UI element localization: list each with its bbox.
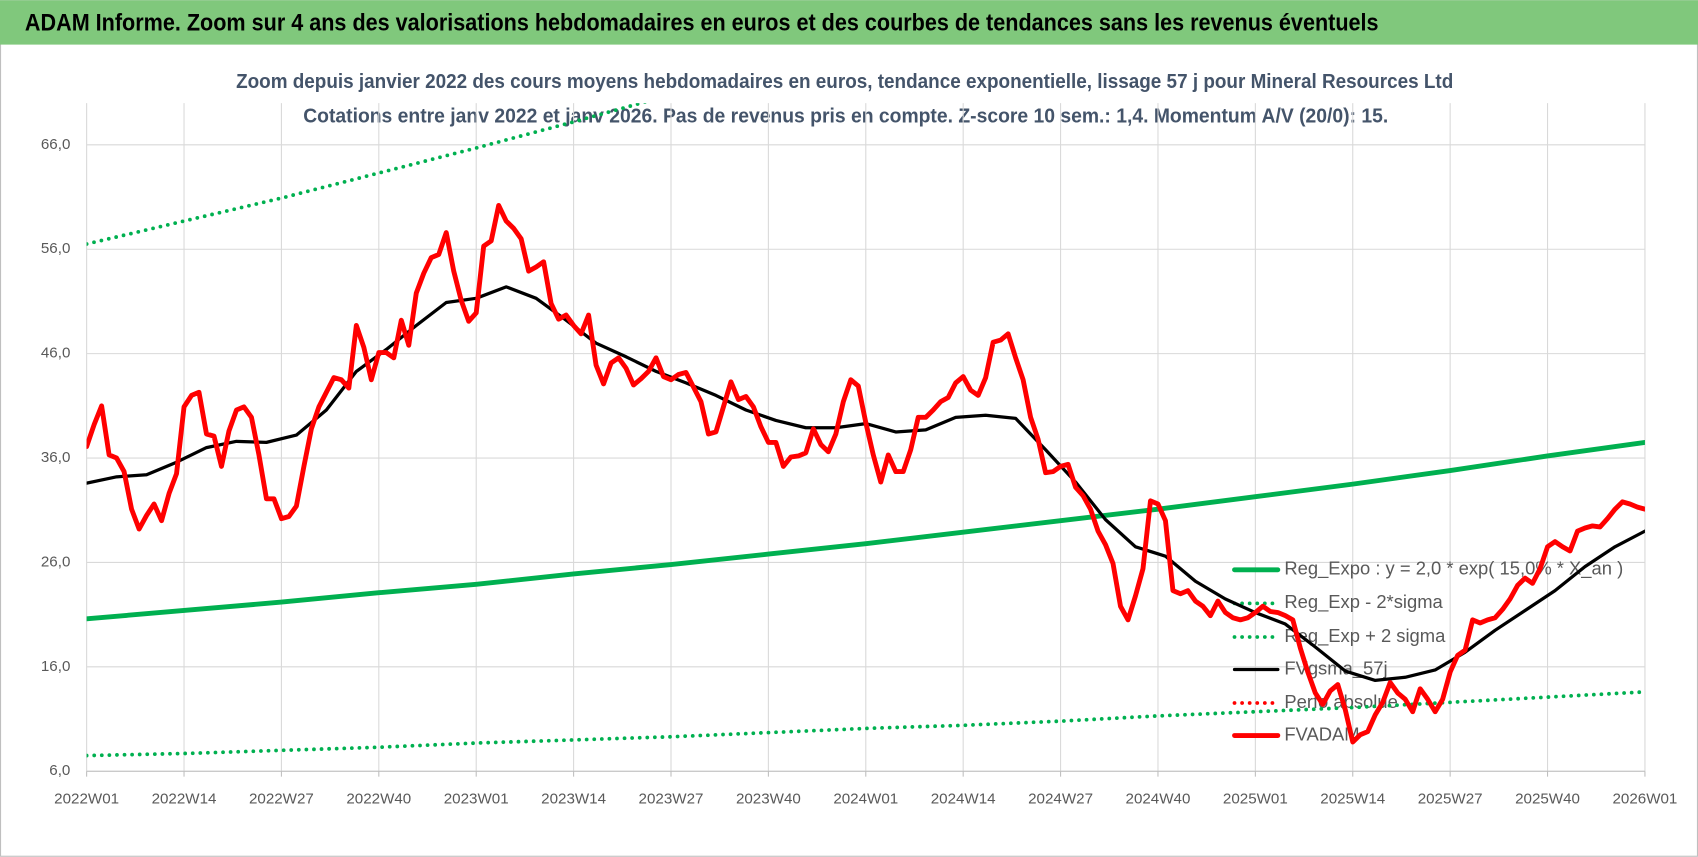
series-line [86, 690, 1645, 758]
header-title: ADAM Informe. Zoom sur 4 ans des valoris… [25, 9, 1379, 36]
series-line [86, 202, 1645, 745]
grid [86, 103, 1646, 772]
x-tick-label: 2024W14 [931, 790, 996, 807]
x-tick-label: 2022W40 [346, 790, 411, 807]
x-tick-label: 2024W01 [833, 790, 898, 807]
x-tick-label: 2022W27 [249, 790, 314, 807]
x-tick-label: 2023W27 [639, 790, 704, 807]
x-tick-label: 2023W01 [444, 790, 509, 807]
x-tick-label: 2022W14 [152, 790, 217, 807]
y-tick-label: 46,0 [41, 345, 71, 362]
x-tick-label: 2025W01 [1223, 790, 1288, 807]
series-line [86, 439, 1645, 622]
legend-label: Reg_Exp - 2*sigma [1284, 591, 1443, 613]
x-tick-label: 2025W14 [1320, 790, 1385, 807]
x-tick-label: 2023W14 [541, 790, 606, 807]
chart-title: Zoom depuis janvier 2022 des cours moyen… [236, 70, 1453, 93]
header-bar [0, 0, 1698, 45]
y-tick-label: 26,0 [41, 553, 71, 570]
legend-label: FVgsma_57j [1284, 657, 1387, 679]
x-tick-label: 2025W27 [1418, 790, 1483, 807]
series-group [86, 103, 1645, 758]
legend-label: FVADAM [1284, 723, 1359, 744]
x-tick-label: 2024W27 [1028, 790, 1093, 807]
axes: 6,0 16,0 26,0 36,0 46,0 56,0 66,0 2022W01 2022W1… [41, 136, 1677, 808]
x-tick-label: 2024W40 [1126, 790, 1191, 807]
y-tick-label: 16,0 [41, 658, 71, 675]
y-tick-label: 66,0 [41, 136, 71, 153]
x-tick-label: 2022W01 [54, 790, 119, 807]
x-tick-label: 2023W40 [736, 790, 801, 807]
y-tick-label: 36,0 [41, 449, 71, 466]
y-tick-label: 56,0 [41, 240, 71, 257]
x-tick-label: 2025W40 [1515, 790, 1580, 807]
x-tick-label: 2026W01 [1612, 790, 1677, 807]
chart-subtitle: Cotations entre janv 2022 et janv 2026. … [303, 105, 1388, 128]
y-tick-label: 6,0 [49, 762, 70, 779]
series-line [86, 103, 649, 246]
legend-label: Reg_Exp + 2 sigma [1284, 625, 1446, 647]
